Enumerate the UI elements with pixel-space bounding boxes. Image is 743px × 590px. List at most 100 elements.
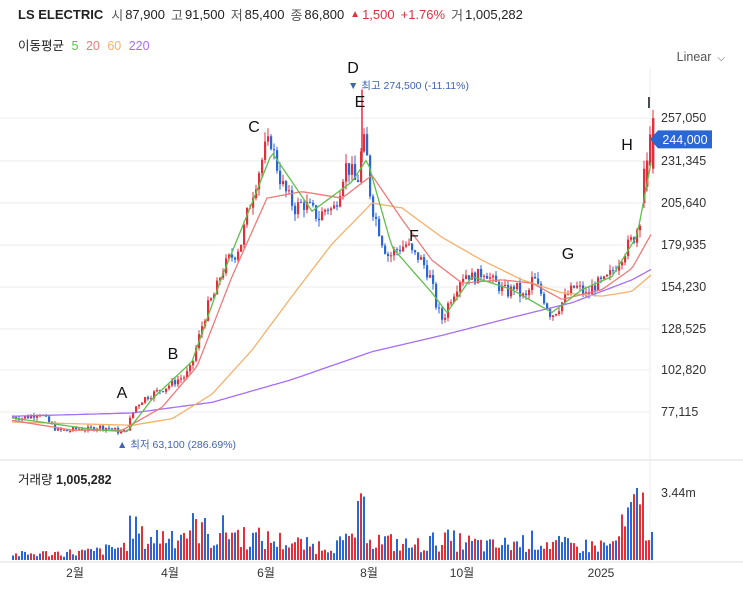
volume-bar bbox=[645, 540, 647, 560]
y-tick-label: 102,820 bbox=[661, 363, 706, 377]
candle-body bbox=[303, 202, 306, 210]
y-tick-label: 179,935 bbox=[661, 238, 706, 252]
volume-bar bbox=[609, 543, 611, 560]
x-tick-label: 4월 bbox=[161, 566, 179, 580]
scale-mode-dropdown[interactable]: Linear ⌵ bbox=[677, 50, 725, 64]
candle-body bbox=[609, 270, 612, 275]
candle-body bbox=[480, 268, 483, 277]
candle-body bbox=[150, 398, 153, 400]
volume-bar bbox=[294, 542, 296, 560]
volume-bar bbox=[21, 551, 23, 560]
volume-bar bbox=[390, 534, 392, 560]
candle-body bbox=[612, 270, 615, 272]
volume-bar bbox=[150, 536, 152, 560]
volume-bar bbox=[135, 516, 137, 560]
volume-bar bbox=[207, 533, 209, 560]
volume-bar bbox=[429, 535, 431, 560]
candle-body bbox=[465, 275, 468, 279]
volume-bar bbox=[414, 544, 416, 560]
volume-bar bbox=[363, 496, 365, 560]
candle-body bbox=[120, 431, 123, 434]
volume-bar bbox=[351, 533, 353, 560]
candle-body bbox=[288, 190, 291, 192]
volume-bar bbox=[48, 556, 50, 560]
change-percent: +1.76% bbox=[400, 6, 446, 22]
candle-body bbox=[213, 294, 216, 299]
candle-body bbox=[69, 430, 72, 432]
volume-bar bbox=[396, 538, 398, 560]
volume-bar bbox=[186, 538, 188, 560]
candle-body bbox=[426, 265, 429, 278]
candle-body bbox=[282, 181, 285, 185]
volume-bar bbox=[306, 537, 308, 560]
candle-body bbox=[312, 202, 315, 206]
wave-label-e: E bbox=[355, 94, 366, 111]
candle-body bbox=[72, 427, 75, 431]
candle-body bbox=[57, 428, 60, 431]
candle-body bbox=[435, 283, 438, 308]
volume-bar bbox=[276, 546, 278, 560]
candle-body bbox=[273, 149, 276, 151]
volume-bar bbox=[30, 553, 32, 560]
change-value: 1,500 bbox=[362, 6, 395, 22]
candle-body bbox=[324, 209, 327, 212]
candle-body bbox=[210, 298, 213, 301]
volume-bar bbox=[504, 537, 506, 560]
volume-bar bbox=[546, 542, 548, 560]
volume-bar bbox=[177, 540, 179, 560]
candle-body bbox=[207, 300, 210, 321]
volume-bar bbox=[600, 540, 602, 560]
volume-bar bbox=[120, 547, 122, 560]
volume-bar bbox=[78, 551, 80, 560]
candle-body bbox=[462, 278, 465, 283]
candle-body bbox=[330, 208, 333, 211]
volume-bar bbox=[216, 544, 218, 560]
candle-body bbox=[594, 285, 597, 291]
candle-body bbox=[576, 285, 579, 288]
volume-bar bbox=[126, 550, 128, 560]
volume-bar bbox=[189, 530, 191, 560]
candle-body bbox=[549, 308, 552, 318]
candle-body bbox=[393, 249, 396, 256]
last-price-label: 244,000 bbox=[662, 133, 707, 147]
volume-bar bbox=[567, 538, 569, 560]
volume-bar bbox=[258, 527, 260, 560]
volume-bar bbox=[282, 549, 284, 560]
volume-panel-label: 거래량 bbox=[18, 473, 53, 487]
volume-bar bbox=[438, 551, 440, 560]
volume-bar bbox=[66, 552, 68, 560]
volume-bar bbox=[384, 536, 386, 560]
candle-body bbox=[504, 284, 507, 286]
volume-bar bbox=[588, 552, 590, 560]
candle-body bbox=[522, 293, 525, 297]
candle-body bbox=[381, 236, 384, 246]
volume-bar bbox=[405, 538, 407, 560]
volume-bar bbox=[447, 529, 449, 560]
wave-label-h: H bbox=[621, 137, 633, 154]
ma220-line bbox=[11, 268, 652, 417]
moving-average-legend[interactable]: 이동평균 5 20 60 220 bbox=[18, 35, 154, 54]
volume-bar bbox=[357, 500, 359, 560]
candle-body bbox=[498, 281, 501, 292]
candle-body bbox=[579, 285, 582, 287]
candle-body bbox=[258, 173, 261, 190]
candle-body bbox=[192, 360, 195, 366]
open-value: 87,900 bbox=[125, 6, 165, 22]
volume-bar bbox=[444, 532, 446, 560]
candle-body bbox=[405, 244, 408, 247]
volume-bar bbox=[267, 531, 269, 560]
candle-body bbox=[399, 249, 402, 252]
volume-bar bbox=[498, 547, 500, 560]
volume-bar bbox=[597, 551, 599, 560]
volume-bar bbox=[183, 532, 185, 560]
candle-body bbox=[195, 347, 198, 361]
y-tick-label: 231,345 bbox=[661, 154, 706, 168]
volume-bar bbox=[501, 545, 503, 560]
volume-bar bbox=[132, 538, 134, 560]
candle-body bbox=[402, 246, 405, 252]
volume-bar bbox=[213, 545, 215, 560]
volume-bar bbox=[561, 542, 563, 560]
volume-bar bbox=[510, 550, 512, 560]
candle-body bbox=[144, 397, 147, 403]
